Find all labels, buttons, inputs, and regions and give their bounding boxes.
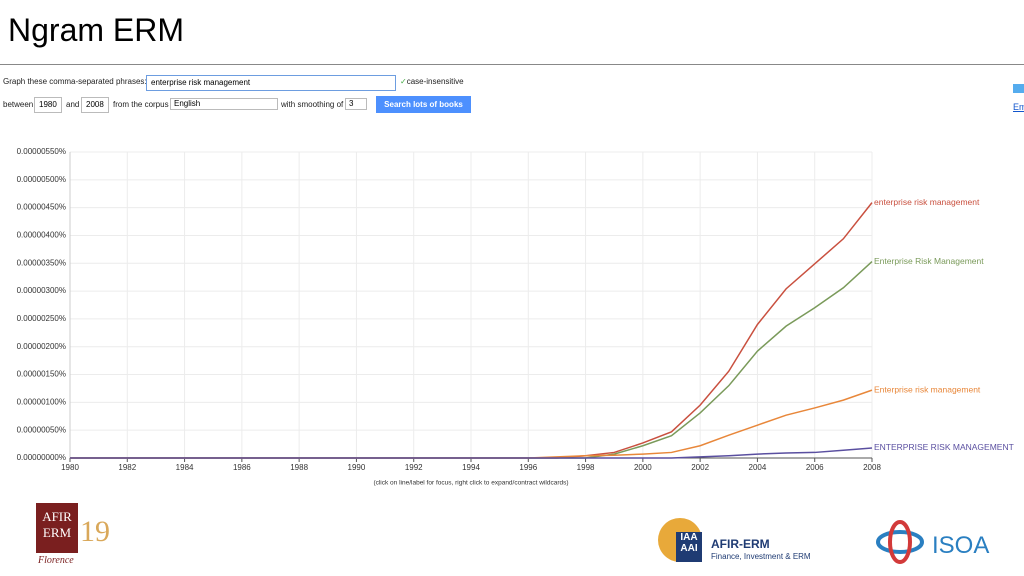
and-label: and <box>66 100 80 109</box>
y-tick-label: 0.00000050% <box>17 425 66 434</box>
side-link[interactable]: Em <box>1013 102 1024 112</box>
afir-logo: AFIR ERM <box>36 503 78 553</box>
isoa-icon <box>876 520 924 564</box>
y-tick-label: 0.00000400% <box>17 231 66 240</box>
phrases-input[interactable]: enterprise risk management <box>146 75 396 91</box>
x-tick-label: 2000 <box>634 463 652 472</box>
x-tick-label: 1990 <box>348 463 366 472</box>
y-tick-label: 0.00000150% <box>17 370 66 379</box>
end-year-input[interactable]: 2008 <box>81 97 109 113</box>
y-tick-label: 0.00000100% <box>17 397 66 406</box>
slide-title: Ngram ERM <box>8 12 185 48</box>
x-tick-label: 2006 <box>806 463 824 472</box>
iaa-bottom: AAI <box>680 543 698 554</box>
corpus-select[interactable]: English <box>170 98 278 110</box>
x-tick-label: 1998 <box>577 463 595 472</box>
x-tick-label: 2004 <box>749 463 767 472</box>
iaa-top: IAA <box>680 532 698 543</box>
twitter-icon[interactable] <box>1013 84 1024 93</box>
chart-caption: (click on line/label for focus, right cl… <box>373 480 568 487</box>
y-tick-label: 0.00000200% <box>17 342 66 351</box>
series-label[interactable]: ENTERPRISE RISK MANAGEMENT <box>874 442 1014 452</box>
afir-top: AFIR <box>42 509 72 524</box>
y-tick-label: 0.00000350% <box>17 258 66 267</box>
smoothing-select[interactable]: 3 <box>345 98 367 110</box>
series-line[interactable] <box>70 447 873 459</box>
x-tick-label: 1980 <box>61 463 79 472</box>
afir-mid: ERM <box>42 525 72 540</box>
y-tick-label: 0.00000500% <box>17 175 66 184</box>
afir-erm-sub: Finance, Investment & ERM <box>711 552 811 561</box>
series-label[interactable]: enterprise risk management <box>874 197 980 207</box>
case-label: case-insensitive <box>406 77 464 86</box>
y-tick-label: 0.00000000% <box>17 453 66 462</box>
phrases-label: Graph these comma-separated phrases: <box>3 77 147 86</box>
x-tick-label: 1994 <box>462 463 480 472</box>
corpus-label: from the corpus <box>113 100 169 109</box>
divider <box>0 64 1024 65</box>
series-label[interactable]: Enterprise Risk Management <box>874 256 984 266</box>
isoa-ring <box>876 530 924 554</box>
x-tick-label: 1988 <box>290 463 308 472</box>
start-year-input[interactable]: 1980 <box>34 97 62 113</box>
iaa-box: IAA AAI <box>676 532 702 562</box>
isoa-text: ISOA <box>932 532 990 559</box>
chart: 0.00000000% 0.00000050% 0.00000100% 0.00000… <box>17 147 1014 487</box>
series-label[interactable]: Enterprise risk management <box>874 384 981 394</box>
afir-erm: AFIR-ERM <box>711 537 770 551</box>
x-tick-label: 2002 <box>691 463 709 472</box>
between-label: between <box>3 100 34 109</box>
smoothing-label: with smoothing of <box>281 100 344 109</box>
isoa-ring <box>888 520 912 564</box>
y-tick-label: 0.00000550% <box>17 147 66 156</box>
y-tick-label: 0.00000250% <box>17 314 66 323</box>
x-tick-label: 1996 <box>519 463 537 472</box>
x-tick-label: 1982 <box>118 463 136 472</box>
case-checkbox[interactable]: ✓case-insensitive <box>400 77 464 86</box>
afir-city: Florence <box>38 555 74 566</box>
x-tick-label: 1984 <box>176 463 194 472</box>
search-button[interactable]: Search lots of books <box>376 96 471 113</box>
y-tick-label: 0.00000450% <box>17 203 66 212</box>
x-tick-label: 1992 <box>405 463 423 472</box>
x-tick-label: 1986 <box>233 463 251 472</box>
afir-year: 19 <box>80 515 110 548</box>
x-tick-label: 2008 <box>863 463 881 472</box>
y-tick-label: 0.00000300% <box>17 286 66 295</box>
